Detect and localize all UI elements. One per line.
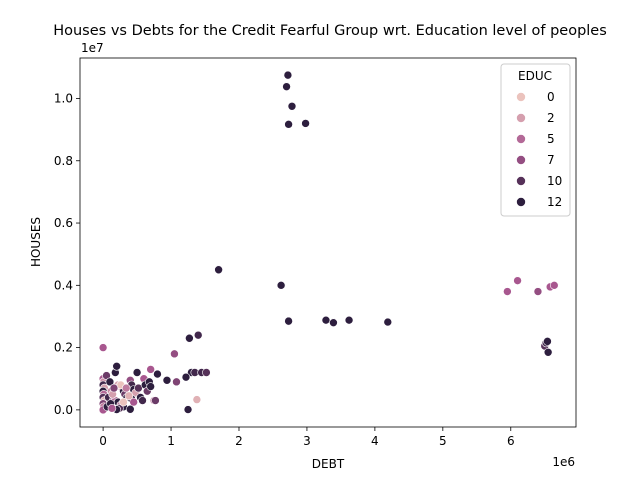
data-point	[284, 316, 293, 326]
y-tick-label: 0.2	[54, 341, 73, 355]
x-tick-label: 0	[99, 434, 107, 448]
y-offset-label: 1e7	[81, 41, 104, 55]
y-tick-label: 0.0	[54, 403, 73, 417]
data-point	[153, 369, 162, 379]
data-point	[181, 372, 191, 382]
legend-marker	[516, 176, 526, 186]
x-axis-label: DEBT	[312, 457, 345, 471]
data-point	[172, 377, 181, 387]
data-point	[119, 397, 128, 407]
data-point	[185, 333, 194, 343]
data-point	[543, 347, 553, 357]
data-point	[107, 404, 117, 413]
legend-label: 5	[547, 132, 555, 146]
y-tick-label: 1.0	[54, 91, 73, 105]
x-tick-label: 2	[235, 434, 243, 448]
y-axis-ticks: 0.0 0.2 0.4 0.6 0.8 1.0	[54, 91, 80, 417]
x-tick-label: 5	[439, 434, 447, 448]
data-point	[214, 265, 223, 275]
chart-title: Houses vs Debts for the Credit Fearful G…	[53, 23, 607, 39]
legend-label: 12	[547, 195, 562, 209]
plot-frame	[79, 57, 577, 428]
legend-marker	[516, 92, 526, 102]
data-point	[287, 101, 297, 111]
data-point	[282, 82, 291, 91]
data-point	[151, 396, 160, 405]
x-tick-label: 4	[371, 434, 379, 448]
x-tick-label: 6	[507, 434, 515, 448]
legend-label: 10	[547, 174, 562, 188]
data-point	[192, 395, 202, 404]
y-tick-label: 0.8	[54, 154, 73, 168]
data-point	[193, 330, 203, 340]
data-point	[543, 337, 552, 346]
legend-box	[500, 63, 571, 217]
data-point	[283, 70, 293, 80]
y-tick-label: 0.4	[54, 278, 73, 292]
legend-label: 0	[547, 90, 555, 104]
data-point	[321, 315, 331, 325]
legend-marker	[516, 155, 526, 165]
legend-marker	[516, 197, 526, 207]
data-point	[183, 405, 193, 414]
data-point	[146, 382, 155, 391]
legend-title: EDUC	[518, 69, 552, 83]
data-point	[124, 391, 134, 401]
x-offset-label: 1e6	[552, 455, 575, 469]
data-point	[383, 317, 393, 327]
legend-label: 7	[547, 153, 555, 167]
data-point	[98, 343, 108, 352]
x-tick-label: 1	[167, 434, 175, 448]
data-point	[329, 318, 338, 327]
data-point	[549, 281, 559, 290]
data-point	[503, 287, 512, 296]
data-point	[121, 383, 131, 393]
data-point	[284, 120, 293, 129]
data-point	[301, 119, 310, 128]
data-point	[513, 276, 522, 285]
data-point	[146, 365, 155, 374]
data-point	[170, 349, 179, 359]
x-axis-ticks: 0 1 2 3 4 5 6	[99, 427, 515, 448]
data-point	[129, 397, 138, 407]
data-point	[109, 383, 119, 393]
points-layer	[98, 70, 559, 415]
legend-entries: 0 2 5 7 10 12	[516, 90, 562, 209]
legend: EDUC 0 2 5 7 10 12	[500, 63, 571, 217]
data-point	[533, 287, 543, 296]
legend-marker	[516, 113, 526, 123]
data-point	[276, 281, 286, 290]
data-point	[202, 368, 211, 377]
data-point	[105, 377, 115, 387]
data-point	[112, 361, 121, 371]
legend-label: 2	[547, 111, 555, 125]
data-point	[132, 368, 142, 377]
data-point	[125, 404, 135, 414]
data-point	[162, 375, 172, 385]
data-point	[344, 315, 354, 325]
y-axis-label: HOUSES	[29, 217, 43, 267]
x-tick-label: 3	[303, 434, 311, 448]
data-point	[138, 396, 147, 405]
y-tick-label: 0.6	[54, 216, 73, 230]
legend-marker	[516, 134, 526, 144]
